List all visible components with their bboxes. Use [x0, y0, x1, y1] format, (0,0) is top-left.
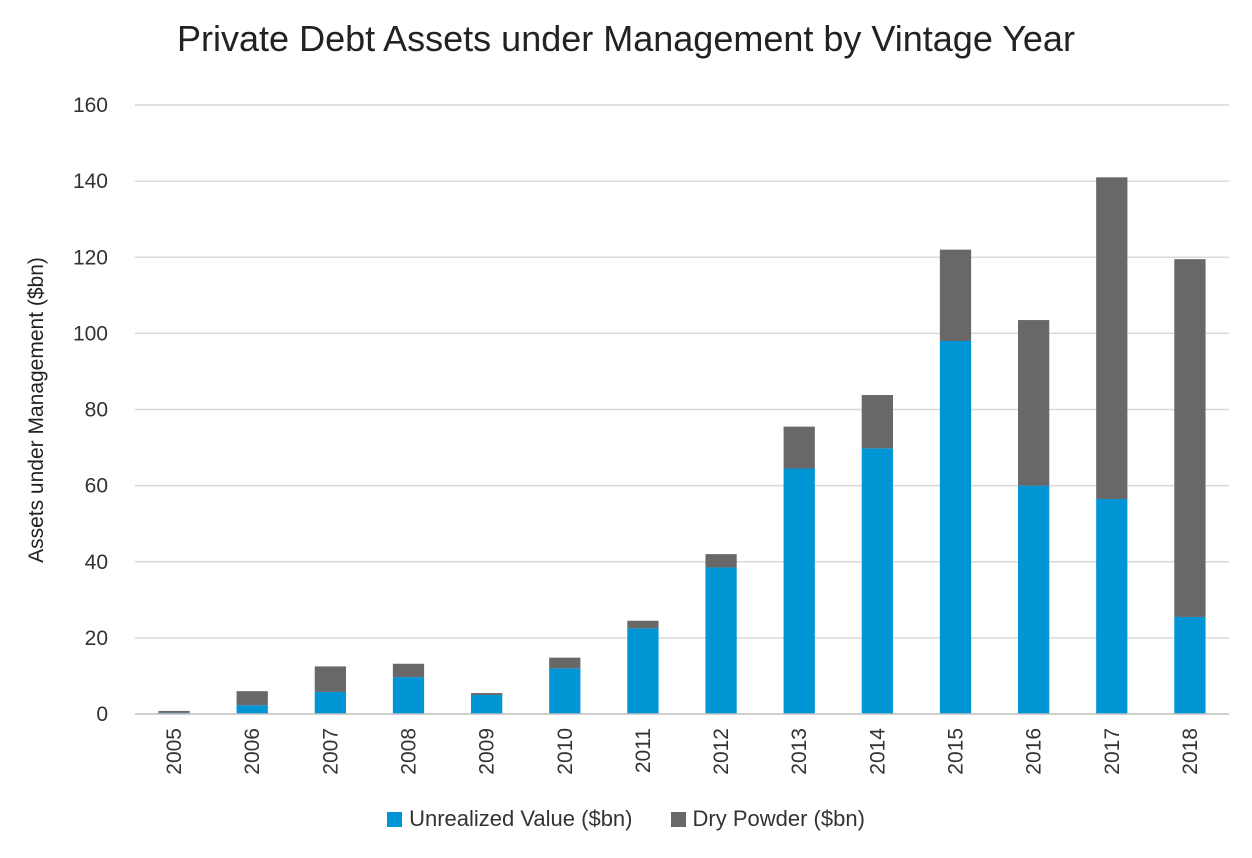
bar-unrealized-value: [471, 694, 503, 714]
bar-unrealized-value: [861, 448, 893, 714]
bar-dry-powder: [939, 249, 972, 341]
x-tick-label: 2010: [554, 728, 577, 775]
bar-dry-powder: [783, 426, 815, 469]
bar-dry-powder: [314, 666, 346, 692]
bar-unrealized-value: [1018, 485, 1050, 714]
bar-dry-powder: [705, 554, 737, 568]
y-tick-label: 40: [85, 551, 108, 574]
bar-unrealized-value: [1096, 498, 1128, 714]
x-tick-label: 2011: [632, 728, 655, 773]
bar-dry-powder: [627, 620, 659, 629]
bar-dry-powder: [861, 395, 893, 449]
bar-unrealized-value: [392, 677, 425, 714]
y-tick-label: 80: [85, 399, 108, 422]
legend-item-dry-powder: Dry Powder ($bn): [670, 806, 865, 832]
x-tick-label: 2017: [1101, 728, 1124, 775]
x-tick-label: 2018: [1179, 728, 1202, 775]
bar-unrealized-value: [236, 705, 268, 714]
bar-dry-powder: [471, 693, 503, 695]
legend-swatch-unrealized: [387, 811, 403, 827]
x-tick-label: 2007: [319, 728, 342, 775]
bar-dry-powder: [236, 691, 268, 706]
y-tick-label: 160: [73, 94, 108, 117]
x-tick-label: 2014: [866, 728, 889, 775]
bar-dry-powder: [1174, 259, 1206, 617]
bars: [158, 177, 1206, 714]
x-tick-label: 2013: [788, 728, 811, 775]
bar-unrealized-value: [549, 668, 581, 714]
gridlines: [135, 104, 1229, 639]
axes: 0 20 40 60 80 100 120 140 160 2005 2006 2007 2008 200…: [73, 94, 1229, 775]
bar-dry-powder: [1096, 177, 1128, 499]
y-tick-label: 20: [85, 627, 108, 650]
x-tick-label: 2009: [476, 728, 499, 775]
y-tick-label: 0: [96, 703, 108, 726]
bar-unrealized-value: [783, 468, 815, 714]
y-tick-label: 60: [85, 475, 108, 498]
legend-label-dry-powder: Dry Powder ($bn): [692, 806, 865, 831]
legend-swatch-dry-powder: [670, 811, 686, 827]
x-tick-label: 2005: [163, 728, 186, 775]
legend-label-unrealized: Unrealized Value ($bn): [409, 806, 633, 831]
legend: Unrealized Value ($bn) Dry Powder ($bn): [0, 806, 1252, 832]
y-tick-label: 140: [73, 170, 108, 193]
x-tick-label: 2006: [241, 728, 264, 775]
bar-unrealized-value: [627, 628, 659, 714]
y-tick-label: 120: [73, 246, 108, 269]
x-tick-label: 2015: [945, 728, 968, 775]
bar-unrealized-value: [1174, 616, 1206, 714]
y-axis-title: Assets under Management ($bn): [25, 257, 48, 563]
legend-item-unrealized-value: Unrealized Value ($bn): [387, 806, 633, 832]
y-tick-label: 100: [73, 322, 108, 345]
bar-dry-powder: [549, 657, 581, 669]
bar-unrealized-value: [314, 691, 346, 714]
bar-unrealized-value: [705, 567, 737, 714]
x-tick-label: 2012: [710, 728, 733, 775]
x-tick-label: 2016: [1023, 728, 1046, 775]
x-tick-label: 2008: [398, 728, 421, 775]
bar-dry-powder: [158, 710, 190, 713]
chart-title: Private Debt Assets under Management by …: [177, 18, 1075, 59]
bar-unrealized-value: [939, 340, 972, 714]
bar-dry-powder: [392, 663, 425, 678]
bar-dry-powder: [1018, 320, 1050, 486]
